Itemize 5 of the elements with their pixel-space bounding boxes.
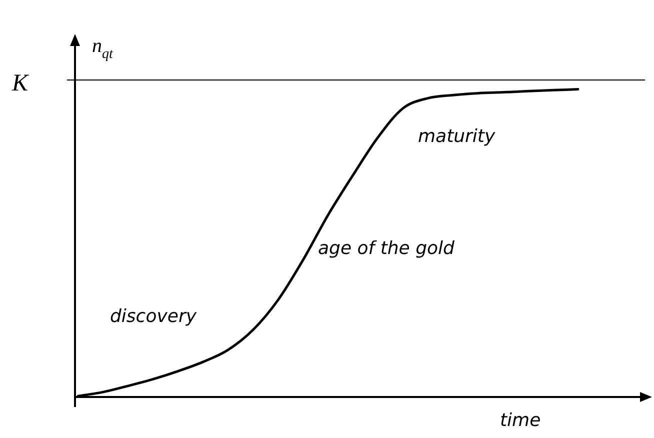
ref-line-label: K [11, 70, 30, 96]
annotation: maturity [418, 126, 496, 147]
x-axis-title: time [500, 410, 541, 431]
annotation: discovery [110, 306, 197, 327]
annotation: age of the gold [318, 238, 456, 259]
